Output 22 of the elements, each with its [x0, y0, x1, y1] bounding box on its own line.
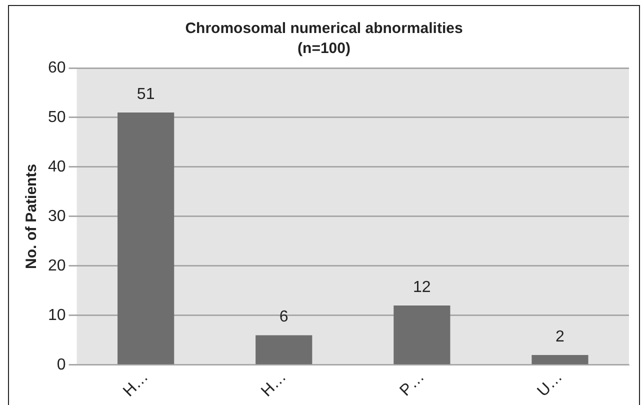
data-label: 2	[556, 328, 565, 346]
bar	[256, 335, 312, 364]
y-tick-label: 60	[48, 59, 66, 76]
x-tick-label: H…	[120, 368, 152, 400]
y-tick-label: 50	[48, 108, 66, 126]
x-tick-label: U…	[534, 368, 566, 400]
chart-subtitle: (n=100)	[298, 40, 350, 58]
y-tick-label: 40	[48, 158, 66, 176]
chart-title: Chromosomal numerical abnormalities	[185, 20, 463, 38]
y-axis-title: No. of Patients	[23, 164, 40, 269]
y-tick-label: 20	[48, 257, 66, 274]
y-tick-label: 10	[48, 306, 66, 324]
data-label: 6	[279, 308, 288, 326]
data-label: 51	[136, 86, 155, 103]
data-label: 12	[413, 278, 431, 296]
y-tick-label: 30	[48, 208, 66, 225]
x-tick-label: H…	[258, 368, 290, 400]
y-tick-label: 0	[56, 356, 66, 374]
x-tick-label: P…	[396, 368, 428, 400]
bar	[532, 355, 588, 364]
bar	[394, 306, 450, 364]
bar	[118, 112, 174, 364]
